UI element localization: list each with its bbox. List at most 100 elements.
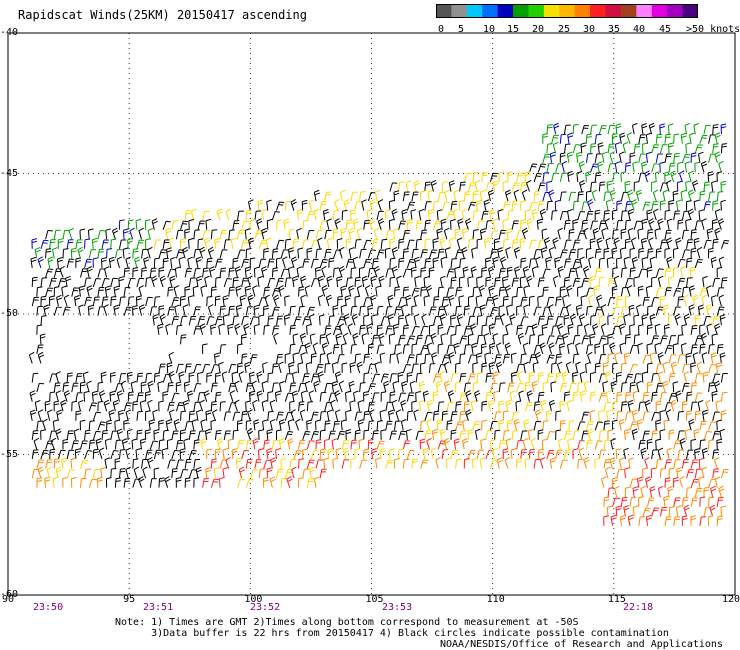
wind-barb	[188, 218, 194, 230]
wind-barb	[700, 160, 708, 173]
wind-barb	[97, 248, 105, 259]
wind-barb	[245, 248, 252, 259]
wind-barb	[540, 247, 547, 259]
wind-barb	[184, 210, 191, 221]
wind-barb	[135, 218, 142, 230]
wind-barb	[614, 161, 621, 173]
wind-barb	[45, 248, 52, 259]
wind-barb	[265, 237, 272, 249]
wind-barb	[101, 239, 109, 249]
wind-barb	[626, 189, 634, 202]
wind-barb	[670, 170, 677, 183]
wind-barb	[389, 238, 395, 249]
wind-barb	[647, 229, 654, 240]
wind-barb	[580, 142, 587, 154]
wind-barb	[393, 190, 400, 202]
wind-barb	[685, 218, 691, 230]
wind-barb	[531, 208, 538, 221]
wind-barb	[437, 248, 445, 259]
wind-barb	[75, 257, 82, 268]
wind-barb	[585, 133, 592, 144]
wind-barb	[567, 208, 573, 221]
wind-barb	[444, 189, 450, 202]
wind-barb	[62, 229, 70, 240]
wind-barb	[88, 249, 97, 259]
wind-barb	[110, 238, 117, 249]
wind-barb	[572, 219, 579, 230]
wind-barb	[276, 201, 285, 211]
wind-barb	[677, 219, 684, 230]
wind-barb	[646, 209, 653, 221]
wind-barb	[624, 238, 631, 249]
wind-barb	[577, 230, 586, 240]
wind-barb	[524, 171, 531, 182]
wind-barb	[507, 171, 513, 182]
wind-barb	[717, 218, 725, 230]
wind-barb	[456, 237, 463, 249]
wind-barb	[694, 220, 703, 230]
wind-barb	[326, 237, 333, 249]
wind-barb	[585, 171, 592, 182]
wind-barb	[428, 249, 438, 259]
wind-barb	[197, 238, 204, 249]
wind-barb	[315, 230, 324, 240]
wind-barb	[398, 181, 405, 192]
wind-barb	[474, 180, 481, 192]
wind-barb	[520, 200, 526, 211]
wind-barb	[282, 256, 288, 269]
wind-barb	[187, 256, 193, 268]
wind-barb	[280, 249, 289, 259]
wind-barb	[405, 180, 412, 192]
wind-barb	[714, 227, 721, 240]
wind-barb	[716, 171, 723, 182]
wind-barb	[340, 189, 346, 202]
wind-barb	[601, 227, 607, 240]
wind-barb	[454, 228, 461, 240]
wind-barb	[506, 228, 513, 240]
wind-barb	[681, 229, 689, 240]
wind-barb	[559, 133, 567, 144]
wind-barb	[203, 237, 211, 249]
wind-barb	[402, 191, 410, 202]
wind-barb	[706, 228, 713, 240]
wind-barb	[271, 211, 280, 221]
wind-barb	[511, 220, 519, 230]
wind-barb	[607, 163, 616, 173]
wind-barb	[647, 248, 654, 259]
wind-barb	[418, 208, 425, 221]
wind-barb	[165, 247, 172, 259]
wind-barb	[489, 209, 496, 221]
wind-barb	[129, 227, 135, 240]
wind-barb	[420, 229, 428, 240]
wind-barb	[178, 256, 185, 269]
wind-barb	[676, 180, 683, 192]
wind-barb	[84, 258, 92, 269]
wind-barb	[559, 172, 568, 183]
wind-barb	[687, 208, 695, 221]
wind-barb	[441, 181, 448, 192]
wind-barb	[138, 227, 144, 240]
wind-barb	[367, 249, 377, 259]
x-tick-label: 105	[365, 594, 384, 605]
wind-barb	[511, 182, 520, 192]
wind-barb	[125, 256, 131, 269]
wind-barb	[529, 163, 538, 173]
wind-barb	[620, 210, 628, 221]
wind-barb	[297, 247, 303, 259]
wind-barb	[180, 220, 189, 230]
wind-barb	[641, 218, 648, 230]
wind-barb	[616, 200, 623, 211]
wind-barb	[651, 163, 660, 173]
wind-barb	[118, 219, 125, 230]
y-tick-label: -55	[0, 448, 19, 460]
wind-barb	[568, 191, 577, 202]
y-tick-label: -40	[0, 27, 19, 38]
wind-barb	[546, 180, 552, 192]
wind-barb	[585, 210, 594, 221]
x-tick-label: 95	[123, 594, 136, 605]
wind-barb	[66, 239, 74, 249]
wind-barb	[354, 201, 362, 211]
wind-barb	[134, 256, 141, 269]
wind-barb	[690, 247, 697, 259]
